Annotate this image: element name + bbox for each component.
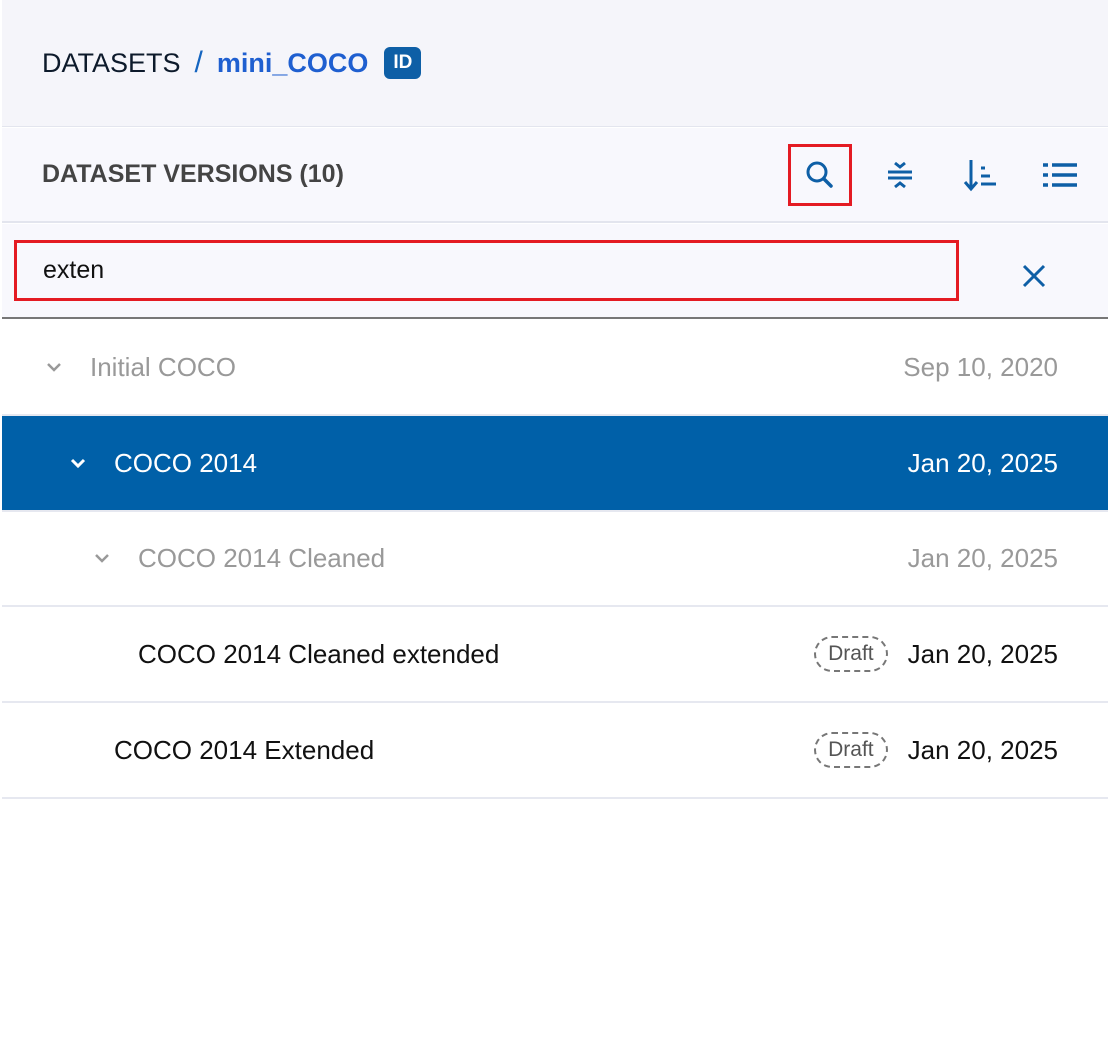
collapse-icon bbox=[888, 161, 912, 188]
version-row[interactable]: COCO 2014 Extended Draft Jan 20, 2025 bbox=[2, 703, 1108, 799]
search-button[interactable] bbox=[788, 143, 852, 206]
draft-badge: Draft bbox=[814, 636, 888, 672]
breadcrumb-separator: / bbox=[194, 46, 203, 79]
list-icon bbox=[1043, 162, 1077, 187]
clear-search-button[interactable] bbox=[1014, 256, 1054, 296]
version-name: Initial COCO bbox=[90, 351, 236, 382]
draft-badge: Draft bbox=[814, 732, 888, 768]
chevron-down-icon[interactable] bbox=[42, 361, 66, 373]
search-row bbox=[2, 224, 1108, 319]
version-name: COCO 2014 Cleaned extended bbox=[138, 638, 500, 669]
search-icon bbox=[806, 161, 833, 188]
chevron-down-icon[interactable] bbox=[90, 552, 114, 564]
breadcrumb-datasets[interactable]: DATASETS bbox=[42, 47, 181, 78]
version-date: Jan 20, 2025 bbox=[907, 734, 1058, 765]
version-date: Jan 20, 2025 bbox=[907, 447, 1058, 478]
list-view-button[interactable] bbox=[1028, 144, 1092, 206]
version-row-selected[interactable]: COCO 2014 Jan 20, 2025 bbox=[2, 416, 1108, 512]
sort-icon bbox=[963, 159, 996, 191]
close-icon bbox=[1022, 264, 1046, 288]
chevron-down-icon[interactable] bbox=[66, 457, 90, 469]
section-title: DATASET VERSIONS (10) bbox=[42, 160, 344, 188]
version-row[interactable]: COCO 2014 Cleaned extended Draft Jan 20,… bbox=[2, 607, 1108, 703]
search-input[interactable] bbox=[14, 240, 959, 301]
breadcrumb: DATASETS / mini_COCO ID bbox=[2, 0, 1108, 127]
version-date: Jan 20, 2025 bbox=[907, 542, 1058, 573]
version-name: COCO 2014 Cleaned bbox=[138, 542, 386, 573]
id-badge[interactable]: ID bbox=[384, 47, 422, 79]
version-row[interactable]: Initial COCO Sep 10, 2020 bbox=[2, 320, 1108, 416]
version-row[interactable]: COCO 2014 Cleaned Jan 20, 2025 bbox=[2, 511, 1108, 607]
versions-toolbar: DATASET VERSIONS (10) bbox=[2, 128, 1108, 223]
version-name: COCO 2014 bbox=[114, 447, 258, 478]
version-date: Jan 20, 2025 bbox=[907, 638, 1058, 669]
sort-button[interactable] bbox=[948, 144, 1012, 206]
version-name: COCO 2014 Extended bbox=[114, 734, 375, 765]
breadcrumb-current: mini_COCO bbox=[216, 47, 369, 78]
collapse-all-button[interactable] bbox=[868, 144, 932, 206]
version-date: Sep 10, 2020 bbox=[903, 351, 1058, 382]
